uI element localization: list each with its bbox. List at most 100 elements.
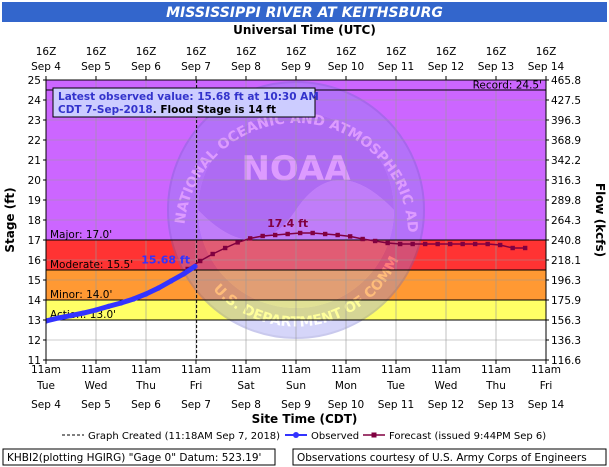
x-tick-day: Sun [286, 380, 306, 392]
top-tick-time: 16Z [486, 46, 507, 58]
forecast-point [472, 241, 478, 247]
observed-point [118, 300, 124, 306]
x-tick-time: 11am [331, 364, 361, 376]
x-axis-title: Site Time (CDT) [252, 412, 358, 426]
top-tick-time: 16Z [536, 46, 557, 58]
legend-graph-created: Graph Created (11:18AM Sep 7, 2018) [88, 431, 280, 442]
latest-observed-line2: CDT 7-Sep-2018. Flood Stage is 14 ft [58, 104, 276, 116]
y2-tick-label: 136.3 [551, 335, 581, 347]
forecast-point [247, 236, 253, 241]
legend: Graph Created (11:18AM Sep 7, 2018) Obse… [62, 431, 546, 442]
y2-tick-label: 427.5 [551, 95, 581, 107]
y2-tick-label: 368.9 [551, 135, 581, 147]
forecast-point [497, 242, 503, 248]
y-tick-label: 25 [28, 75, 41, 87]
observed-point [155, 285, 162, 291]
y2-tick-label: 196.3 [551, 275, 581, 287]
forecast-point [385, 240, 390, 246]
forecast-point [197, 258, 203, 264]
x-tick-date: Sep 8 [231, 399, 261, 411]
forecast-line [187, 232, 526, 270]
forecast-point [372, 238, 378, 244]
forecast-point [272, 232, 278, 238]
y2-axis-title: Flow (kcfs) [593, 183, 607, 257]
y-tick-label: 13 [28, 315, 41, 327]
observed-point [55, 315, 62, 321]
x-tick-date: Sep 14 [528, 399, 565, 411]
footer-datum: KHBI2(plotting HGIRG) "Gage 0" Datum: 52… [7, 452, 261, 464]
latest-observed-box: Latest observed value: 15.68 ft at 10:30… [52, 87, 319, 118]
x-tick-day: Tue [36, 380, 55, 392]
footer-datum-box [2, 448, 276, 466]
y2-tick-label: 316.3 [551, 175, 581, 187]
y-axis-title: Stage (ft) [3, 187, 17, 252]
forecast-point [485, 241, 490, 247]
category-label-major: Major: 17.0' [50, 229, 112, 241]
forecast-point [235, 240, 240, 245]
top-tick-date: Sep 11 [378, 61, 415, 73]
record-label: Record: 24.5' [473, 80, 542, 92]
top-tick-time: 16Z [436, 46, 457, 58]
y2-tick-label: 116.6 [551, 355, 581, 367]
top-tick-date: Sep 8 [231, 61, 261, 73]
top-tick-date: Sep 14 [528, 61, 565, 73]
observed-point [130, 296, 137, 302]
forecast-point [222, 245, 228, 251]
x-tick-date: Sep 6 [131, 399, 161, 411]
series-layer [46, 230, 528, 324]
category-label-moderate: Moderate: 15.5' [50, 259, 133, 271]
y2-tick-label: 156.3 [551, 315, 581, 327]
forecast-point [285, 231, 290, 237]
top-tick-time: 16Z [336, 46, 357, 58]
x-tick-day: Thu [485, 380, 506, 392]
legend-observed: Observed [311, 431, 359, 442]
y-tick-label: 20 [28, 175, 41, 187]
latest-observed-date: CDT 7-Sep-2018 [58, 104, 153, 116]
x-tick-time: 11am [81, 364, 111, 376]
forecast-point [435, 241, 440, 247]
y2-tick-label: 465.8 [551, 75, 581, 87]
x-tick-time: 11am [31, 364, 61, 376]
x-tick-day: Wed [85, 380, 108, 392]
footer-source: Observations courtesy of U.S. Army Corps… [297, 452, 587, 464]
forecast-point [397, 241, 403, 247]
observed-point [192, 263, 198, 269]
top-tick-date: Sep 4 [31, 61, 61, 73]
top-tick-time: 16Z [236, 46, 257, 58]
flood-category-labels: Record: 24.5' Major: 17.0' Moderate: 15.5'… [50, 80, 542, 322]
legend-forecast-marker [371, 432, 377, 438]
forecast-point [422, 241, 428, 247]
y2-tick-label: 240.8 [551, 235, 581, 247]
top-tick-time: 16Z [136, 46, 157, 58]
observed-point [180, 271, 187, 277]
observed-point [68, 313, 74, 319]
x-tick-date: Sep 4 [31, 399, 61, 411]
forecast-point [447, 241, 453, 247]
top-tick-date: Sep 13 [478, 61, 515, 73]
seal-noaa-text: NOAA [241, 149, 351, 189]
title-bar [2, 2, 607, 22]
y2-tick-label: 175.9 [551, 295, 581, 307]
forecast-point [335, 232, 340, 238]
forecast-point [310, 230, 315, 236]
x-tick-date: Sep 10 [328, 399, 365, 411]
forecast-point [360, 236, 365, 242]
top-tick-time: 16Z [286, 46, 307, 58]
y2-tick-label: 396.3 [551, 115, 581, 127]
forecast-point [260, 233, 265, 239]
y2-tick-label: 218.1 [551, 255, 581, 267]
y-tick-label: 24 [28, 95, 42, 107]
footer-source-box [292, 448, 607, 466]
axis-labels: 11 12 13 14 15 16 17 18 19 20 21 22 23 24 25 116.6 136.3… [28, 46, 582, 411]
observed-point [93, 307, 99, 313]
top-tick-date: Sep 10 [328, 61, 365, 73]
chart-title: MISSISSIPPI RIVER AT KEITHSBURG [166, 5, 443, 21]
forecast-point [297, 230, 303, 236]
top-tick-date: Sep 6 [131, 61, 161, 73]
x-tick-date: Sep 13 [478, 399, 515, 411]
footer: KHBI2(plotting HGIRG) "Gage 0" Datum: 52… [2, 448, 607, 466]
y2-tick-label: 342.2 [551, 155, 581, 167]
y-tick-label: 15 [28, 275, 41, 287]
observed-point [80, 310, 87, 316]
